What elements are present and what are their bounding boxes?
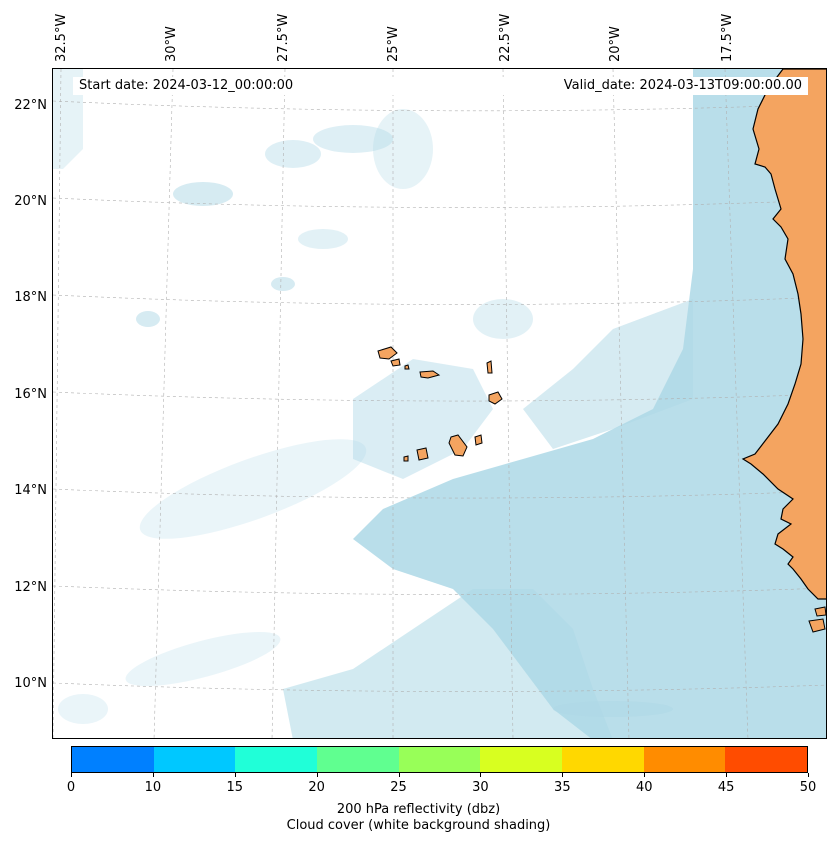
colorbar-tick-label: 10 (144, 780, 162, 795)
colorbar-segment (562, 747, 644, 772)
colorbar-tick-label: 35 (554, 780, 571, 795)
colorbar-segment (72, 747, 154, 772)
colorbar-tickmark (71, 773, 72, 777)
lat-label-16n: 16°N (14, 387, 47, 402)
lat-label-10n: 10°N (14, 676, 47, 691)
colorbar-tickmark (808, 773, 809, 777)
colorbar-tickmark (562, 773, 564, 777)
colorbar-segment (725, 747, 808, 772)
africa-coastline (741, 69, 826, 600)
lon-label-22-5w: 22.5°W (498, 13, 513, 62)
colorbar-tick-label: 15 (226, 780, 244, 795)
colorbar-tick-label: 25 (390, 780, 407, 795)
colorbar-tickmark (234, 773, 236, 777)
colorbar-tick-label: 45 (717, 780, 735, 795)
lon-label-17-5w: 17.5°W (720, 13, 735, 62)
graticule (53, 69, 826, 738)
colorbar-segment (398, 747, 481, 772)
lat-label-18n: 18°N (14, 290, 47, 305)
bijagos-island (808, 618, 826, 633)
lon-label-20w: 20°W (608, 26, 623, 62)
date-info-box: Start date: 2024-03-12_00:00:00 Valid_da… (73, 77, 808, 95)
colorbar-tick-label: 20 (308, 780, 325, 795)
lon-label-32-5w: 32.5°W (54, 13, 69, 62)
map-panel: Start date: 2024-03-12_00:00:00 Valid_da… (52, 68, 827, 739)
valid-date: Valid_date: 2024-03-13T09:00:00.00 (563, 78, 802, 93)
reflectivity-colorbar (71, 746, 808, 773)
map-canvas (53, 69, 826, 738)
colorbar-tickmark (480, 773, 482, 777)
cloud-cover-shading (53, 69, 826, 738)
colorbar-label: 200 hPa reflectivity (dbz) (336, 802, 501, 817)
colorbar-tickmark (316, 773, 318, 777)
colorbar-tickmark (644, 773, 646, 777)
colorbar-tick-label: 50 (799, 780, 817, 795)
colorbar-tick-label: 0 (66, 780, 76, 795)
colorbar-sublabel: Cloud cover (white background shading) (286, 818, 551, 833)
lat-label-12n: 12°N (14, 580, 47, 595)
lat-label-14n: 14°N (14, 483, 47, 498)
cape-verde-islands (377, 346, 503, 462)
bijagos-island-2 (814, 606, 826, 617)
colorbar-segment (317, 747, 399, 772)
start-date: Start date: 2024-03-12_00:00:00 (79, 78, 294, 93)
colorbar-segment (480, 747, 563, 772)
colorbar-segment (643, 747, 726, 772)
lon-label-30w: 30°W (164, 26, 179, 62)
lon-label-25w: 25°W (386, 26, 401, 62)
lon-label-27-5w: 27.5°W (276, 13, 291, 62)
lat-label-20n: 20°N (14, 194, 47, 209)
colorbar-tick-label: 40 (635, 780, 653, 795)
colorbar-tickmark (726, 773, 728, 777)
colorbar-segment (153, 747, 236, 772)
colorbar-tickmark (398, 773, 400, 777)
colorbar-tickmark (152, 773, 154, 777)
colorbar-segment (235, 747, 318, 772)
lat-label-22n: 22°N (14, 98, 47, 113)
colorbar-tick-label: 30 (472, 780, 489, 795)
